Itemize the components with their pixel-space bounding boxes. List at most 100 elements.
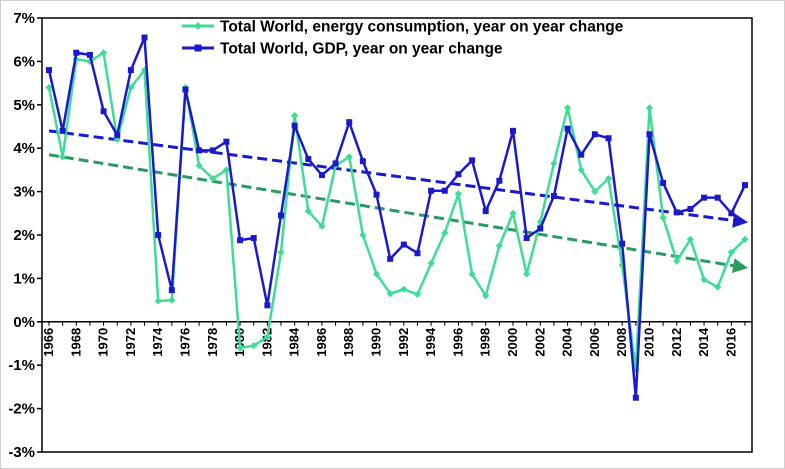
data-point [277,248,285,256]
data-point [577,166,585,174]
data-point [468,270,476,278]
x-tick-label: 2008 [614,328,629,357]
y-tick-label: 4% [13,140,35,157]
x-tick-label: 1976 [177,328,192,357]
data-point [400,285,408,293]
data-point [154,297,162,305]
data-point [714,194,721,201]
x-tick-label: 2010 [641,328,656,357]
data-point [646,131,653,138]
x-tick-label: 1994 [423,327,438,357]
data-point [223,138,230,145]
y-tick-label: 2% [13,227,35,244]
data-point [441,229,449,237]
data-point [278,212,284,219]
data-point [305,156,312,163]
data-point [564,125,571,132]
data-point [686,235,695,243]
x-tick-label: 1972 [123,328,138,357]
y-tick-label: -2% [8,401,35,418]
data-point [454,190,463,198]
data-point [537,225,544,232]
data-point [495,242,503,250]
y-tick-label: 1% [13,270,35,287]
data-point [727,248,735,256]
data-point [318,222,326,230]
x-tick-label: 1996 [450,328,465,357]
x-tick-label: 1982 [259,328,274,357]
y-tick-label: 5% [13,97,35,114]
x-tick-label: 1998 [478,328,493,357]
legend-label: Total World, energy consumption, year on… [220,19,624,36]
data-point [86,57,94,65]
data-point [99,49,108,57]
trend-lines [48,129,748,274]
x-tick-label: 1968 [68,328,83,357]
data-point [209,147,216,154]
data-point [127,83,135,92]
x-tick-label: 2006 [587,328,602,357]
data-series [45,34,749,401]
trend-line [48,153,748,274]
x-tick-label: 1978 [205,328,220,357]
x-tick-label: 1984 [287,327,302,357]
data-point [413,290,422,299]
data-point [496,177,503,184]
data-point [509,209,517,217]
data-point [700,276,708,284]
data-point [250,235,257,242]
data-point [523,235,530,242]
data-point [250,342,258,350]
series-line [47,36,747,399]
data-point [455,171,462,178]
x-tick-label: 2016 [723,328,738,357]
data-point [114,132,121,139]
data-point [168,296,176,304]
x-axis: 1966 1968 1970 1972 1974 1976 1978 1980 1982 1984… [41,321,746,357]
data-point [673,257,681,265]
x-tick-label: 2014 [696,327,711,357]
legend-label: Total World, GDP, year on year change [220,41,503,58]
data-point [428,187,435,194]
data-point [427,259,435,267]
data-point [618,261,626,269]
data-point [441,187,448,194]
data-point [45,83,53,92]
x-tick-label: 1990 [369,328,384,357]
data-point [359,158,366,165]
x-tick-label: 2000 [505,328,520,357]
data-point [332,160,339,167]
data-point [304,207,312,215]
data-point [741,235,749,243]
legend-marker [194,44,202,52]
data-point [196,147,203,154]
data-point [687,205,694,212]
y-tick-label: -3% [8,444,35,461]
data-point [550,192,557,199]
data-point [563,104,572,112]
data-point [359,231,367,239]
x-tick-label: 1988 [341,328,356,357]
x-tick-label: 1974 [150,327,165,357]
data-point [701,194,708,201]
data-point [73,49,80,56]
data-point [236,344,244,352]
data-point [372,270,381,278]
data-point [742,182,748,189]
data-point [59,127,66,134]
data-point [469,157,476,164]
data-point [86,51,93,58]
data-point [264,302,271,309]
trend-line [48,129,748,228]
data-point [591,188,599,196]
y-tick-label: -1% [8,357,35,374]
x-tick-label: 2012 [669,328,684,357]
data-point [182,86,189,93]
data-point [619,240,626,247]
data-point [550,159,558,167]
data-point [237,237,244,244]
data-point [728,210,735,217]
legend-marker [194,22,202,30]
